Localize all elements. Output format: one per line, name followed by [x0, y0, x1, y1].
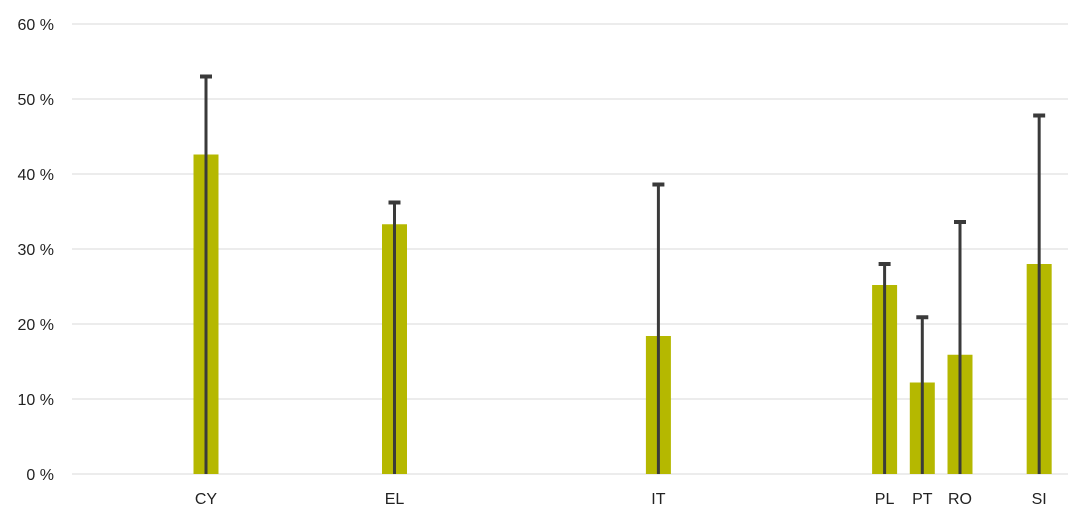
x-tick-label: CY: [195, 491, 218, 508]
y-tick-label: 10 %: [18, 392, 54, 409]
y-axis-ticks: 0 % 10 % 20 % 30 % 40 % 50 % 60 %: [18, 17, 54, 484]
x-tick-label: PL: [875, 491, 895, 508]
y-tick-label: 30 %: [18, 242, 54, 259]
x-axis-ticks: CY EL IT PL PT RO SI: [195, 491, 1047, 508]
y-tick-label: 0 %: [26, 467, 54, 484]
x-tick-label: EL: [385, 491, 405, 508]
x-tick-label: RO: [948, 491, 972, 508]
x-tick-label: SI: [1032, 491, 1047, 508]
y-tick-label: 40 %: [18, 167, 54, 184]
x-tick-label: PT: [912, 491, 933, 508]
error-bars: [200, 74, 1046, 474]
y-tick-label: 20 %: [18, 317, 54, 334]
gridlines: [72, 23, 1068, 475]
y-tick-label: 60 %: [18, 17, 54, 34]
y-tick-label: 50 %: [18, 92, 54, 109]
x-tick-label: IT: [651, 491, 665, 508]
